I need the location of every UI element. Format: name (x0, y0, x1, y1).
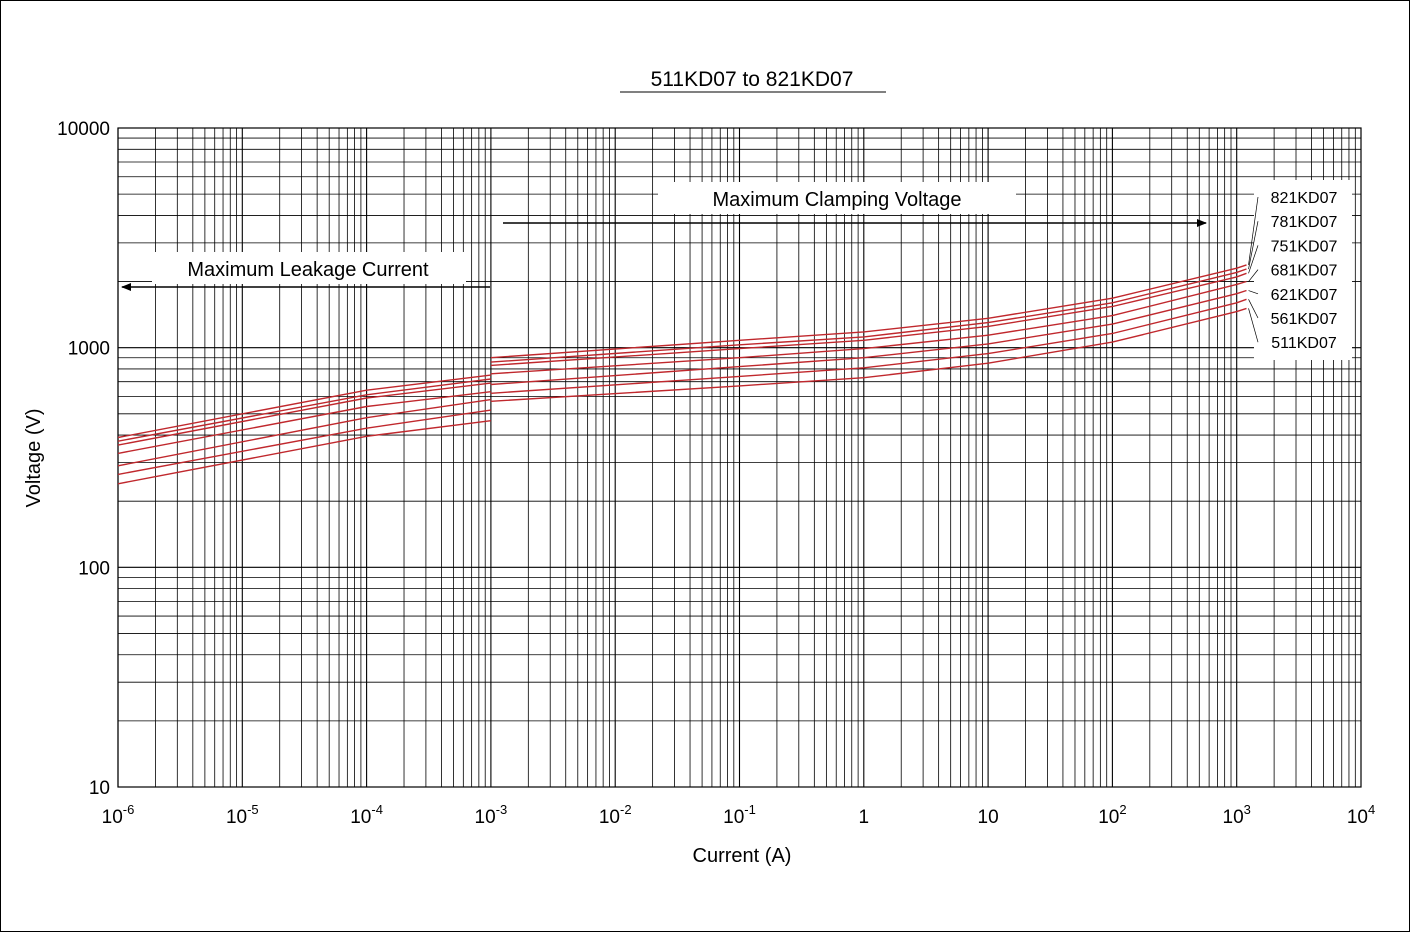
series-line-leakage (117, 420, 491, 485)
x-tick-label: 10-4 (350, 802, 383, 828)
series-line-leakage (117, 378, 491, 442)
x-tick-label: 104 (1347, 802, 1375, 828)
series-line-clamping (490, 280, 1247, 375)
y-tick-label: 1000 (68, 339, 110, 360)
series-label: 681KD07 (1271, 263, 1338, 280)
x-tick-label: 10 (978, 807, 999, 828)
x-axis-label: Current (A) (693, 845, 792, 867)
chart-title: 511KD07 to 821KD07 (651, 68, 854, 91)
series-label-leader (1248, 245, 1259, 274)
leakage-annotation: Maximum Leakage Current (187, 259, 429, 281)
series-label-leader (1248, 221, 1259, 270)
series-labels: 821KD07 781KD07 751KD07 681KD07 621KD07 561KD… (1248, 180, 1352, 360)
series-label-leader (1248, 269, 1259, 282)
series-label: 751KD07 (1271, 238, 1338, 255)
x-tick-label: 10-6 (102, 802, 135, 828)
clamping-annotation-bg (658, 182, 1016, 214)
series-label: 781KD07 (1271, 214, 1338, 231)
plot-area-border (117, 127, 1362, 788)
series-line-clamping (490, 307, 1247, 402)
series-label: 511KD07 (1271, 335, 1337, 352)
series-line-leakage (117, 374, 491, 439)
x-tick-label: 1 (859, 807, 870, 828)
series-label: 821KD07 (1271, 190, 1338, 207)
y-tick-label: 100 (78, 558, 110, 579)
series-line-leakage (117, 391, 491, 455)
x-tick-label: 10-3 (475, 802, 508, 828)
series-labels-background (1254, 180, 1352, 360)
series-label: 621KD07 (1271, 287, 1338, 304)
series-line-leakage (117, 409, 492, 476)
x-tick-label: 10-1 (723, 802, 756, 828)
series-label-leader (1248, 299, 1259, 319)
series-lines (117, 264, 1247, 485)
series-line-leakage (117, 382, 491, 446)
y-axis-label: Voltage (V) (23, 409, 45, 508)
clamping-annotation: Maximum Clamping Voltage (713, 189, 962, 211)
x-tick-label: 103 (1223, 802, 1251, 828)
y-tick-label: 10000 (57, 119, 110, 140)
x-tick-label: 10-5 (226, 802, 259, 828)
series-label-leader (1248, 290, 1259, 295)
series-line-leakage (117, 398, 492, 467)
series-label-leader (1248, 308, 1259, 343)
x-axis-tick-labels: 10-6 10-5 10-4 10-3 10-2 10-1 1 10 102 103 104 (102, 802, 1376, 828)
series-label-leader (1248, 196, 1259, 265)
series-line-clamping (490, 298, 1247, 394)
x-tick-label: 102 (1098, 802, 1126, 828)
x-tick-label: 10-2 (599, 802, 632, 828)
leakage-annotation-bg (152, 252, 466, 284)
grid (117, 128, 1361, 788)
series-line-clamping (490, 264, 1247, 359)
y-axis-tick-labels: 10000 1000 100 10 (57, 119, 110, 799)
series-line-clamping (490, 272, 1247, 367)
series-label: 561KD07 (1271, 311, 1338, 328)
series-line-clamping (490, 289, 1247, 386)
y-tick-label: 10 (89, 778, 110, 799)
series-line-clamping (490, 268, 1247, 363)
